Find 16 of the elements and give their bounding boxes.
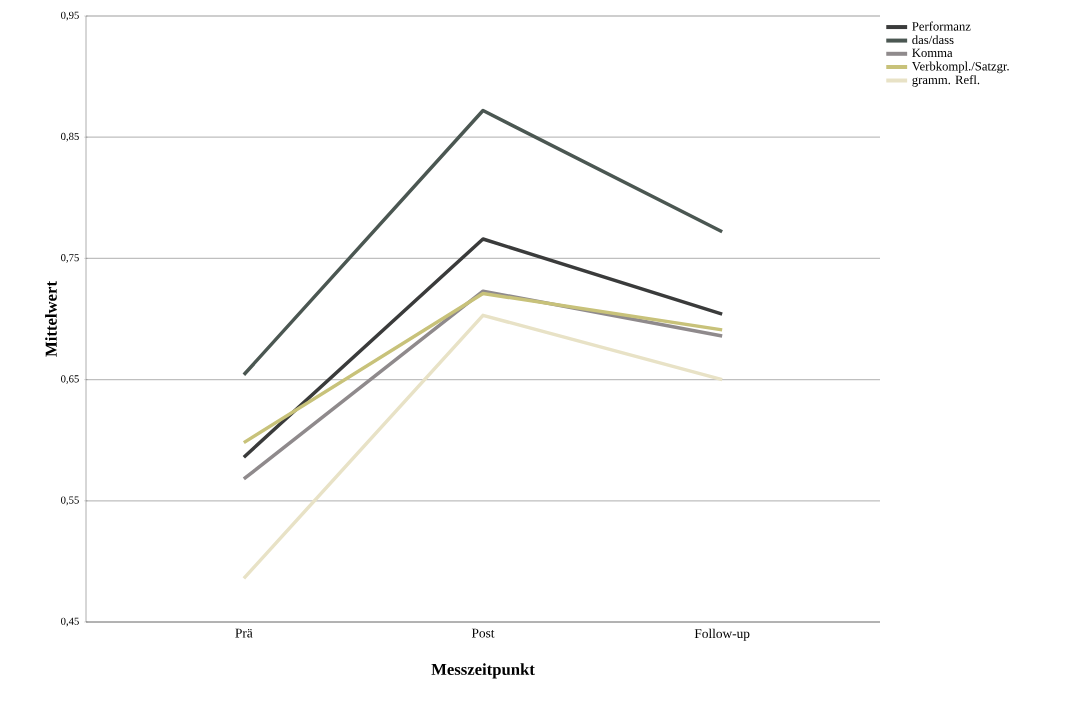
legend-label: Komma	[912, 48, 953, 58]
x-tick-label: Follow-up	[694, 628, 750, 641]
y-tick-label: 0,55	[61, 496, 79, 506]
y-tick-label: 0,95	[61, 11, 79, 21]
y-tick-label: 0,75	[61, 254, 79, 263]
legend-label: Verbkompl./Satzgr.	[911, 61, 1009, 74]
legend-label: das/dass	[912, 35, 954, 45]
x-tick-label: Prä	[235, 628, 253, 638]
y-tick-label: 0,85	[61, 132, 79, 142]
legend-label: gramm. Refl.	[912, 75, 980, 87]
y-tick-label: 0,65	[61, 375, 79, 384]
legend-label: Performanz	[912, 21, 971, 31]
x-axis-title: Messzeitpunkt	[431, 663, 535, 679]
y-tick-label: 0,45	[61, 617, 79, 627]
x-tick-label: Post	[471, 628, 495, 638]
y-axis-title: Mittelwert	[45, 281, 57, 357]
